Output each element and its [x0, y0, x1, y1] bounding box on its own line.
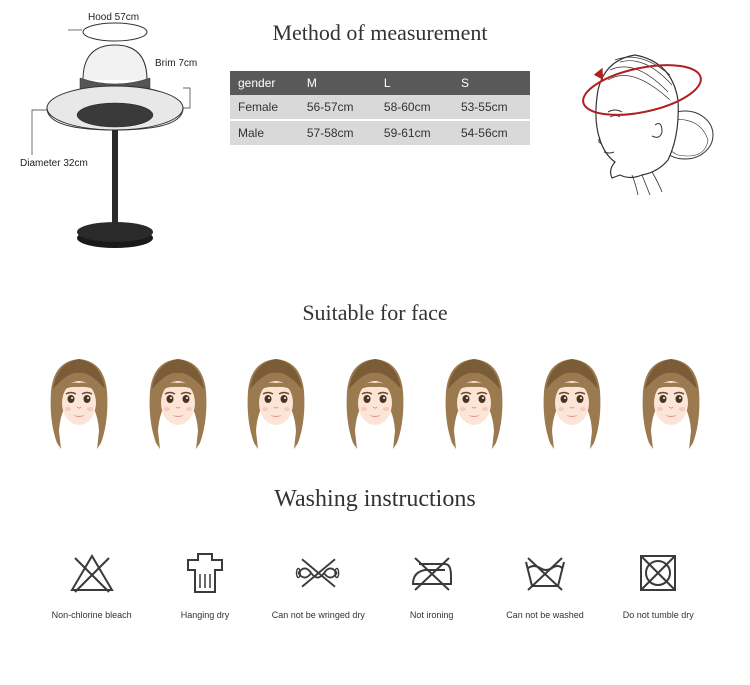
wash-item-wash: Can not be washed — [495, 548, 595, 620]
no-iron-icon — [404, 548, 459, 598]
th-m: M — [299, 71, 376, 95]
table-row: Female 56-57cm 58-60cm 53-55cm — [230, 95, 530, 120]
no-wring-icon — [291, 548, 346, 598]
th-l: L — [376, 71, 453, 95]
hanging-dry-icon — [177, 548, 232, 598]
face-illustration — [631, 351, 711, 451]
diameter-label: Diameter 32cm — [20, 158, 88, 169]
wash-item-wring: Can not be wringed dry — [268, 548, 368, 620]
face-heading: Suitable for face — [0, 300, 750, 326]
head-measure-illustration — [560, 20, 730, 200]
washing-heading: Washing instructions — [0, 486, 750, 513]
wash-label: Hanging dry — [181, 610, 230, 620]
wash-item-tumble: Do not tumble dry — [608, 548, 708, 620]
wash-label: Non-chlorine bleach — [52, 610, 132, 620]
wash-item-bleach: Non-chlorine bleach — [42, 548, 142, 620]
face-row — [0, 351, 750, 451]
wash-label: Not ironing — [410, 610, 454, 620]
wash-item-iron: Not ironing — [382, 548, 482, 620]
no-tumble-icon — [631, 548, 686, 598]
face-illustration — [138, 351, 218, 451]
measurement-section: Hood 57cm Brim 7cm Diameter 32cm Method … — [0, 0, 750, 290]
table-header-row: gender M L S — [230, 71, 530, 95]
brim-label: Brim 7cm — [155, 58, 197, 69]
wash-label: Can not be washed — [506, 610, 584, 620]
th-s: S — [453, 71, 530, 95]
bleach-icon — [64, 548, 119, 598]
hat-diagram: Hood 57cm Brim 7cm Diameter 32cm — [20, 10, 200, 270]
no-wash-icon — [517, 548, 572, 598]
face-illustration — [236, 351, 316, 451]
wash-label: Can not be wringed dry — [272, 610, 365, 620]
table-row: Male 57-58cm 59-61cm 54-56cm — [230, 120, 530, 146]
measurement-center: Method of measurement gender M L S Femal… — [220, 10, 540, 147]
wash-label: Do not tumble dry — [623, 610, 694, 620]
hood-label: Hood 57cm — [88, 12, 139, 23]
measurement-heading: Method of measurement — [220, 20, 540, 46]
th-gender: gender — [230, 71, 299, 95]
face-illustration — [335, 351, 415, 451]
face-illustration — [532, 351, 612, 451]
face-illustration — [434, 351, 514, 451]
size-table: gender M L S Female 56-57cm 58-60cm 53-5… — [230, 71, 530, 147]
face-illustration — [39, 351, 119, 451]
washing-row: Non-chlorine bleach Hanging dry Can not — [0, 548, 750, 620]
wash-item-hanging: Hanging dry — [155, 548, 255, 620]
